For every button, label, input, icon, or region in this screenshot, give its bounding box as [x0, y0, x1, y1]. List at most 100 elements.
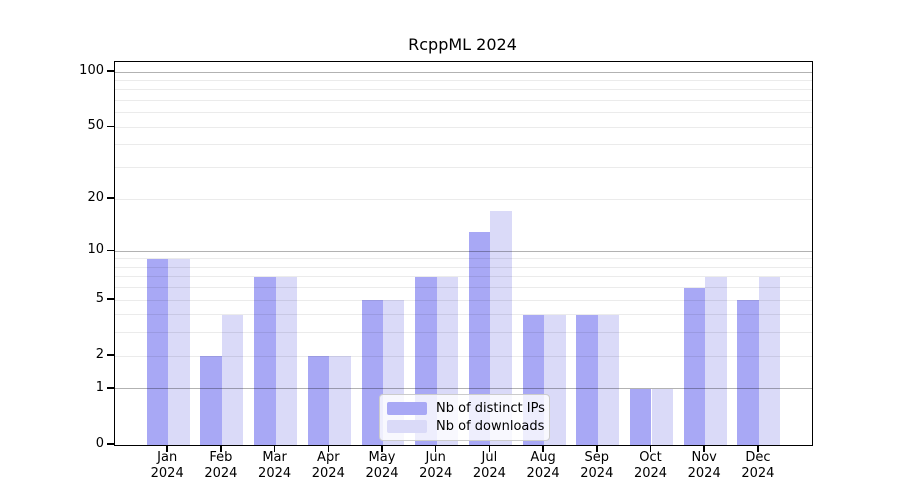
x-tick-label: May 2024 — [350, 450, 414, 481]
x-tick-label: Jun 2024 — [404, 450, 468, 481]
bar-distinct-ips-feb — [200, 356, 222, 445]
bar-distinct-ips-nov — [683, 287, 706, 445]
y-tick-label: 0 — [95, 436, 104, 451]
gridline-minor — [115, 266, 812, 268]
bar-distinct-ips-dec — [737, 300, 759, 445]
bar-downloads-oct — [651, 389, 673, 445]
x-tick-label-month: Nov — [691, 450, 717, 465]
x-tick-label-year: 2024 — [150, 465, 184, 481]
gridline-major — [115, 388, 812, 390]
gridline-minor — [115, 276, 812, 278]
gridline-minor — [115, 89, 812, 91]
legend-item-downloads: Nb of downloads — [380, 419, 549, 434]
x-tick-mark — [434, 445, 437, 452]
gridline-minor — [115, 167, 812, 169]
y-tick-mark — [107, 443, 114, 445]
x-tick-mark — [757, 445, 759, 452]
bar-distinct-ips-oct — [630, 389, 652, 445]
x-tick-label-year: 2024 — [580, 465, 614, 481]
gridline-minor — [115, 287, 812, 289]
x-tick-mark — [649, 445, 652, 452]
y-tick-mark — [107, 298, 114, 300]
legend-label-distinct-ips: Nb of distinct IPs — [436, 400, 545, 416]
x-tick-label-month: Feb — [209, 450, 233, 465]
bar-downloads-nov — [705, 276, 727, 445]
x-tick-label: Jul 2024 — [457, 450, 521, 481]
x-tick-label-month: Dec — [745, 450, 771, 465]
x-tick-mark — [273, 445, 276, 452]
x-tick-label: Sep 2024 — [565, 450, 629, 481]
x-tick-label-month: Sep — [584, 450, 610, 465]
gridline-minor — [115, 80, 812, 82]
x-tick-label-month: Oct — [639, 450, 662, 465]
x-tick-label: Dec 2024 — [726, 450, 790, 481]
legend-swatch-downloads — [387, 420, 427, 434]
x-tick-mark — [596, 445, 598, 452]
x-tick-label-year: 2024 — [526, 465, 560, 481]
bar-downloads-feb — [221, 314, 244, 445]
x-tick-label: Jan 2024 — [135, 450, 199, 481]
gridline-major — [115, 250, 812, 252]
y-tick-label: 20 — [87, 190, 104, 205]
gridline-minor — [115, 198, 812, 200]
legend-swatch-distinct-ips — [387, 401, 427, 415]
y-tick-label: 100 — [79, 63, 104, 79]
y-tick-mark — [107, 70, 114, 72]
y-tick-mark — [107, 354, 114, 356]
y-tick-mark — [107, 249, 114, 251]
bar-distinct-ips-jan — [146, 258, 169, 445]
bar-distinct-ips-sep — [576, 314, 598, 445]
x-tick-mark — [488, 445, 491, 452]
x-tick-label: Aug 2024 — [511, 450, 575, 481]
gridline-minor — [115, 355, 812, 357]
x-tick-label-year: 2024 — [633, 465, 668, 481]
y-tick-mark — [107, 387, 114, 389]
x-tick-label-month: Jun — [425, 450, 446, 465]
y-tick-label: 1 — [95, 379, 104, 395]
bar-downloads-jul — [490, 211, 512, 445]
x-tick-label-year: 2024 — [419, 465, 453, 481]
x-tick-mark — [542, 445, 544, 452]
chart-title: RcppML 2024 — [408, 35, 517, 54]
x-tick-label-year: 2024 — [741, 465, 775, 481]
x-tick-label-month: Mar — [262, 450, 287, 465]
x-tick-label: Mar 2024 — [243, 450, 307, 481]
x-tick-mark — [327, 445, 330, 452]
legend-item-distinct-ips: Nb of distinct IPs — [380, 401, 549, 416]
gridline-minor — [115, 100, 812, 102]
x-tick-label: Apr 2024 — [296, 450, 360, 481]
gridline-minor — [115, 144, 812, 146]
bar-downloads-mar — [275, 276, 298, 445]
y-tick-label: 5 — [95, 291, 104, 307]
gridline-minor — [115, 314, 812, 316]
legend: Nb of distinct IPs Nb of downloads — [379, 394, 550, 441]
x-tick-label-month: Jul — [481, 450, 498, 465]
gridline-minor — [115, 112, 812, 114]
x-tick-mark — [703, 445, 705, 452]
x-tick-label-year: 2024 — [472, 465, 506, 481]
x-tick-label-year: 2024 — [204, 465, 238, 481]
bar-distinct-ips-apr — [307, 356, 330, 445]
gridline-major — [115, 71, 812, 73]
y-tick-label: 50 — [87, 118, 104, 134]
bar-downloads-dec — [758, 276, 781, 445]
x-tick-mark — [220, 445, 222, 452]
bar-distinct-ips-jul — [468, 231, 491, 445]
y-tick-mark — [107, 197, 114, 199]
x-tick-label-month: May — [368, 450, 396, 465]
x-tick-label-year: 2024 — [258, 465, 292, 481]
x-tick-label: Feb 2024 — [189, 450, 253, 481]
x-tick-label: Oct 2024 — [619, 450, 683, 481]
gridline-minor — [115, 126, 812, 128]
gridline-minor — [115, 299, 812, 301]
x-tick-label-month: Jan — [157, 450, 178, 465]
y-tick-label: 2 — [95, 347, 104, 363]
x-tick-label-year: 2024 — [365, 465, 399, 481]
x-tick-label-year: 2024 — [687, 465, 721, 481]
bar-distinct-ips-mar — [254, 276, 276, 445]
bar-downloads-apr — [329, 356, 351, 445]
x-tick-label-month: Apr — [317, 450, 340, 465]
y-tick-mark — [107, 125, 114, 128]
bar-distinct-ips-may — [361, 300, 383, 445]
